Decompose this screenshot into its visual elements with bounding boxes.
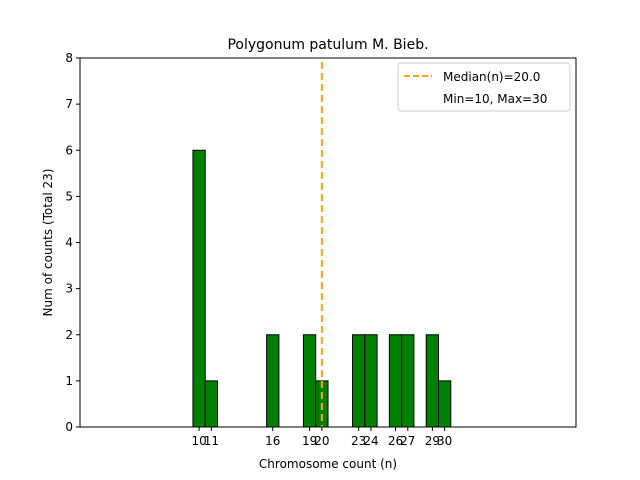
y-tick-label: 2 xyxy=(65,328,73,342)
bar-23 xyxy=(352,334,366,428)
bar-29 xyxy=(425,334,439,428)
x-tick-label: 23 xyxy=(351,434,366,448)
bar-24 xyxy=(364,334,378,428)
x-tick-label: 10 xyxy=(191,434,206,448)
x-tick-label: 26 xyxy=(388,434,403,448)
y-tick-label: 7 xyxy=(65,97,73,111)
bar-19 xyxy=(302,334,317,428)
legend: Median(n)=20.0 Min=10, Max=30 xyxy=(397,62,571,112)
y-tick-label: 8 xyxy=(65,51,73,65)
bar-11 xyxy=(204,380,219,428)
y-tick-label: 6 xyxy=(65,143,73,157)
y-tick-label: 5 xyxy=(65,189,73,203)
y-ticks: 0 1 2 3 4 5 6 7 8 xyxy=(65,51,80,434)
bar-16 xyxy=(266,334,280,428)
x-tick-label: 20 xyxy=(314,434,329,448)
y-axis-label: Num of counts (Total 23) xyxy=(41,169,55,317)
x-tick-label: 16 xyxy=(265,434,280,448)
bar-10 xyxy=(192,149,206,428)
legend-median-label: Median(n)=20.0 xyxy=(443,70,540,84)
x-tick-label: 11 xyxy=(204,434,219,448)
y-tick-label: 4 xyxy=(65,236,73,250)
y-tick-label: 1 xyxy=(65,374,73,388)
x-tick-label: 29 xyxy=(425,434,440,448)
bar-30 xyxy=(437,380,452,428)
y-tick-label: 0 xyxy=(65,420,73,434)
x-tick-label: 19 xyxy=(302,434,317,448)
x-axis-label: Chromosome count (n) xyxy=(259,457,397,471)
x-tick-label: 27 xyxy=(400,434,415,448)
legend-box xyxy=(397,62,571,112)
y-tick-label: 3 xyxy=(65,282,73,296)
bar-27 xyxy=(401,334,415,428)
legend-range-label: Min=10, Max=30 xyxy=(443,92,547,106)
x-tick-label: 30 xyxy=(437,434,452,448)
bar-26 xyxy=(388,334,403,428)
bars-layer xyxy=(192,149,452,428)
x-tick-label: 24 xyxy=(363,434,378,448)
chart-title: Polygonum patulum M. Bieb. xyxy=(227,37,428,53)
